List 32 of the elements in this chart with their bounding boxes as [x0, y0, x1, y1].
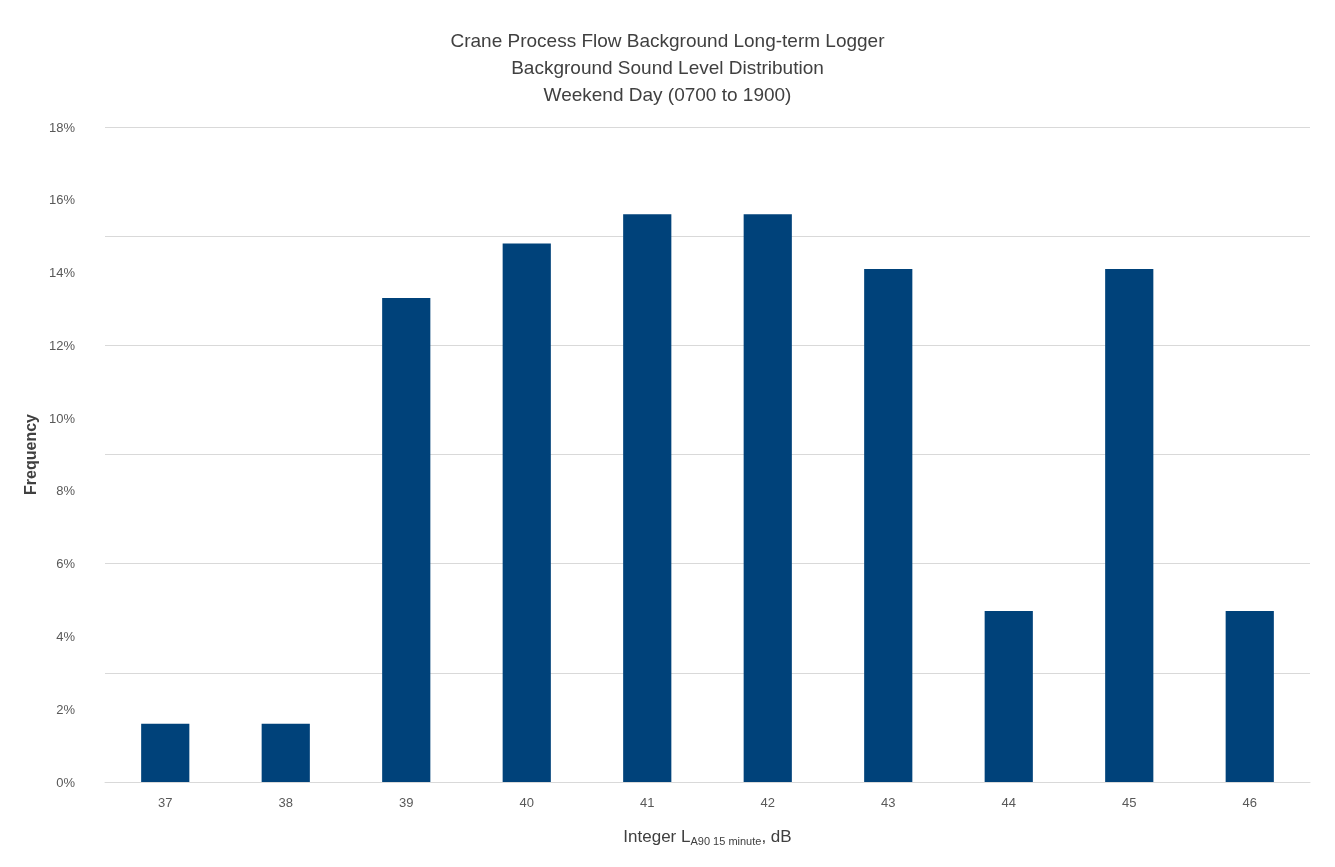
y-tick-label: 8% — [56, 483, 76, 499]
y-tick-label: 14% — [48, 265, 76, 281]
chart-title: Crane Process Flow Background Long-term Logger Background Sound Level Distribution Weekend Day (0700 to 1900) — [450, 30, 886, 105]
y-tick-label: 0% — [56, 774, 76, 790]
y-tick-label: 16% — [48, 192, 76, 208]
y-tick-label: 12% — [48, 337, 76, 353]
x-tick-label: 42 — [760, 795, 775, 810]
x-tick-label: 41 — [640, 795, 655, 810]
y-tick-label: 18% — [48, 119, 76, 135]
bar — [864, 268, 913, 782]
bar — [141, 723, 190, 782]
bar — [984, 610, 1033, 782]
x-tick-label: 38 — [278, 795, 293, 810]
bar — [623, 214, 672, 782]
x-tick-label: 44 — [1001, 795, 1016, 810]
y-tick-label: 6% — [56, 556, 76, 572]
bar — [743, 214, 792, 782]
x-tick-label: 46 — [1242, 795, 1257, 810]
x-tick-label: 40 — [519, 795, 534, 810]
bar — [1225, 610, 1274, 782]
bar — [1105, 268, 1154, 782]
x-tick-label: 43 — [881, 795, 896, 810]
y-axis-title: Frequency — [21, 413, 39, 495]
y-tick-label: 10% — [48, 410, 76, 426]
bar — [261, 723, 310, 782]
y-tick-label: 2% — [56, 701, 76, 717]
bar — [502, 243, 551, 782]
y-tick-label: 4% — [56, 628, 76, 644]
bar — [382, 298, 431, 782]
x-tick-label: 39 — [399, 795, 414, 810]
x-tick-label: 37 — [158, 795, 173, 810]
x-tick-label: 45 — [1122, 795, 1137, 810]
